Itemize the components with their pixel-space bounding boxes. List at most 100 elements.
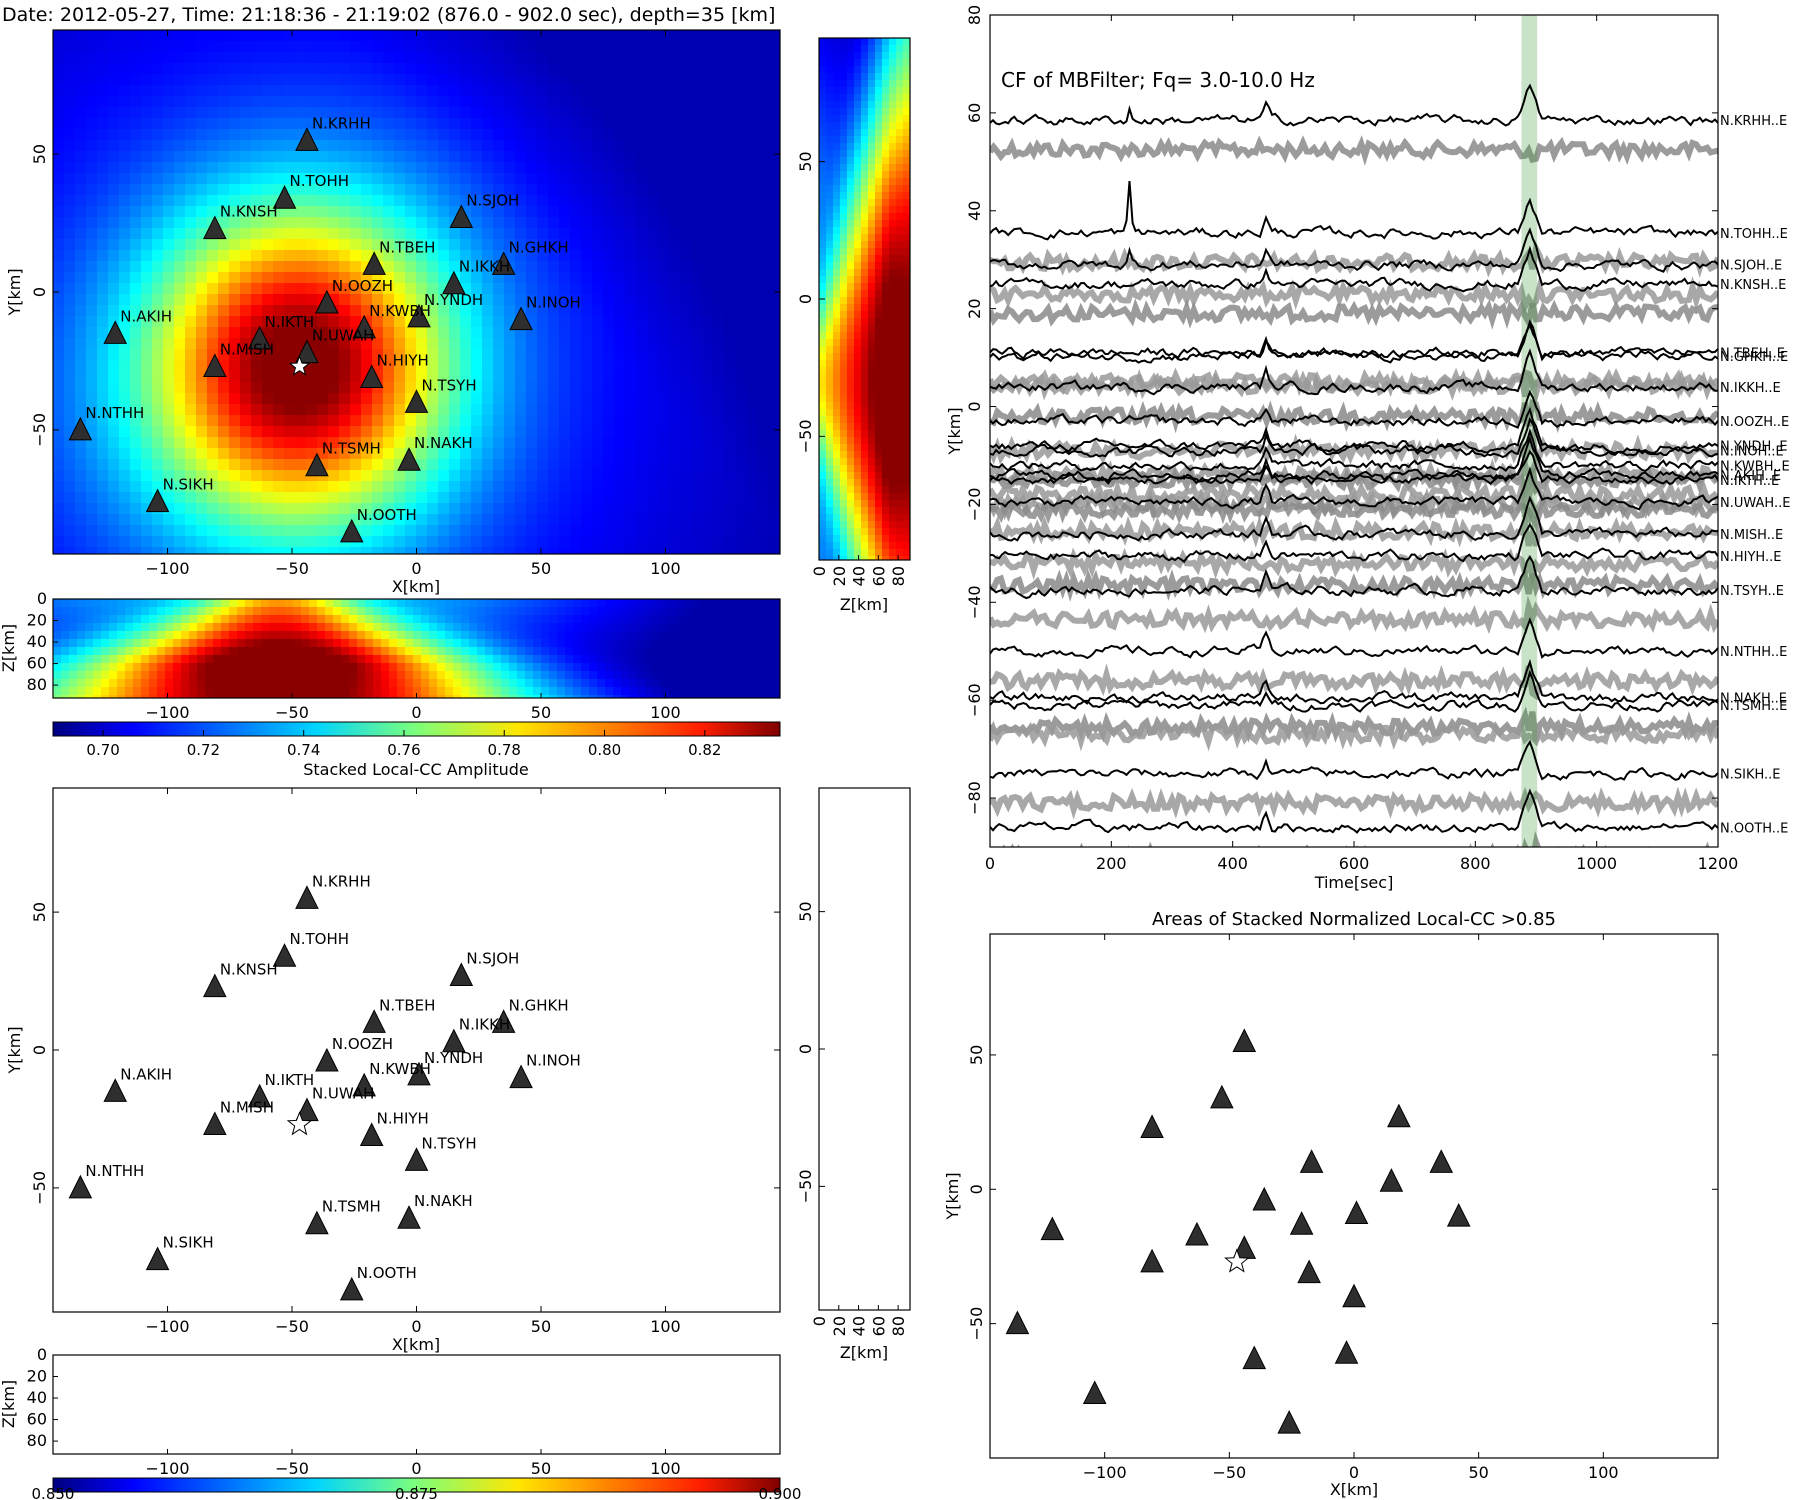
heat-cell bbox=[471, 371, 483, 383]
heat-cell bbox=[833, 59, 841, 67]
heat-cell bbox=[854, 346, 862, 354]
heat-cell bbox=[97, 382, 109, 394]
heat-cell bbox=[826, 486, 834, 494]
heat-cell bbox=[779, 261, 780, 273]
heat-cell bbox=[262, 481, 274, 493]
heat-cell bbox=[152, 261, 164, 273]
heat-cell bbox=[713, 239, 725, 251]
heat-cell bbox=[373, 599, 382, 608]
heat-cell bbox=[108, 52, 120, 64]
heat-cell bbox=[306, 184, 318, 196]
heat-cell bbox=[581, 492, 593, 504]
heat-cell bbox=[757, 239, 769, 251]
heat-cell bbox=[833, 143, 841, 151]
heat-cell bbox=[240, 74, 252, 86]
heat-cell bbox=[840, 143, 848, 151]
heat-cell bbox=[882, 437, 890, 445]
heat-cell bbox=[526, 404, 538, 416]
heat-cell bbox=[53, 327, 65, 339]
heat-cell bbox=[317, 360, 329, 372]
heat-cell bbox=[293, 615, 302, 624]
heat-cell bbox=[240, 470, 252, 482]
heat-cell bbox=[262, 404, 274, 416]
heat-cell bbox=[141, 228, 153, 240]
heat-cell bbox=[284, 173, 296, 185]
heat-cell bbox=[163, 547, 175, 554]
heat-cell bbox=[196, 96, 208, 108]
heat-cell bbox=[218, 41, 230, 53]
heat-cell bbox=[559, 52, 571, 64]
heat-cell bbox=[746, 305, 758, 317]
heat-cell bbox=[570, 85, 582, 97]
heat-cell bbox=[658, 283, 670, 295]
heat-cell bbox=[75, 404, 87, 416]
heat-cell bbox=[559, 151, 571, 163]
heat-cell bbox=[896, 101, 904, 109]
heat-cell bbox=[840, 339, 848, 347]
heat-cell bbox=[365, 687, 374, 696]
heat-cell bbox=[819, 507, 827, 515]
heat-cell bbox=[218, 140, 230, 152]
heat-cell bbox=[592, 327, 604, 339]
heat-cell bbox=[64, 107, 76, 119]
heat-cell bbox=[854, 241, 862, 249]
heat-cell bbox=[826, 94, 834, 102]
heat-cell bbox=[903, 185, 910, 193]
heat-cell bbox=[273, 239, 285, 251]
heat-cell bbox=[141, 217, 153, 229]
heat-cell bbox=[339, 371, 351, 383]
heat-cell bbox=[581, 503, 593, 515]
heat-cell bbox=[284, 437, 296, 449]
heat-cell bbox=[97, 118, 109, 130]
heat-cell bbox=[328, 118, 340, 130]
heat-cell bbox=[141, 283, 153, 295]
heat-cell bbox=[861, 521, 869, 529]
heat-cell bbox=[854, 500, 862, 508]
heat-cell bbox=[840, 73, 848, 81]
heat-cell bbox=[97, 525, 109, 537]
heat-cell bbox=[647, 283, 659, 295]
heat-cell bbox=[421, 599, 430, 608]
heat-cell bbox=[896, 423, 904, 431]
heat-cell bbox=[394, 371, 406, 383]
heat-cell bbox=[350, 151, 362, 163]
heat-cell bbox=[868, 521, 876, 529]
heat-cell bbox=[251, 514, 263, 526]
heat-cell bbox=[826, 213, 834, 221]
heat-cell bbox=[174, 525, 186, 537]
heat-cell bbox=[896, 38, 904, 46]
heat-cell bbox=[691, 272, 703, 284]
heat-cell bbox=[581, 118, 593, 130]
heat-cell bbox=[768, 118, 780, 130]
heat-cell bbox=[361, 470, 373, 482]
heat-cell bbox=[581, 74, 593, 86]
heat-cell bbox=[471, 261, 483, 273]
heat-cell bbox=[53, 85, 65, 97]
heat-cell bbox=[724, 415, 736, 427]
heat-cell bbox=[218, 459, 230, 471]
heat-cell bbox=[603, 448, 615, 460]
heat-cell bbox=[119, 459, 131, 471]
heat-cell bbox=[350, 481, 362, 493]
heat-cell bbox=[229, 536, 241, 548]
heat-cell bbox=[350, 173, 362, 185]
heat-cell bbox=[130, 503, 142, 515]
heat-cell bbox=[325, 599, 334, 608]
heat-cell bbox=[570, 349, 582, 361]
heat-cell bbox=[284, 294, 296, 306]
heat-cell bbox=[669, 96, 681, 108]
heat-cell bbox=[559, 118, 571, 130]
heat-cell bbox=[174, 382, 186, 394]
heat-cell bbox=[868, 234, 876, 242]
heat-cell bbox=[779, 426, 780, 438]
heat-cell bbox=[702, 415, 714, 427]
heat-cell bbox=[213, 663, 222, 672]
heat-cell bbox=[882, 311, 890, 319]
heat-cell bbox=[438, 393, 450, 405]
heat-cell bbox=[680, 448, 692, 460]
heat-cell bbox=[306, 371, 318, 383]
heat-cell bbox=[141, 250, 153, 262]
heat-cell bbox=[757, 393, 769, 405]
heat-cell bbox=[86, 140, 98, 152]
heat-cell bbox=[570, 536, 582, 548]
